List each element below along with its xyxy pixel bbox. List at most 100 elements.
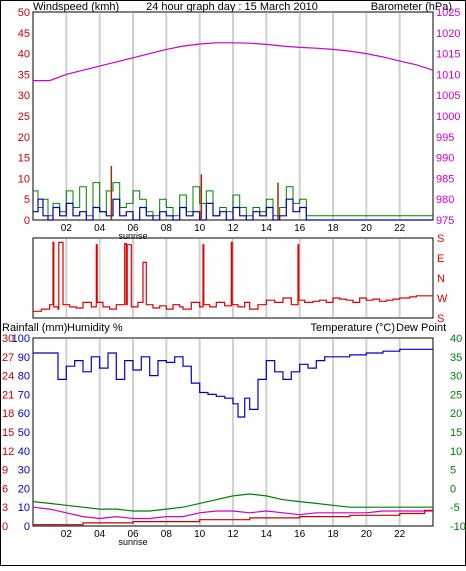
temp-tick-0: 0 bbox=[450, 483, 456, 495]
x-tick-bottom-10: 10 bbox=[194, 529, 206, 540]
x-tick-top-20: 20 bbox=[361, 223, 373, 234]
temp-tick-15: 15 bbox=[450, 427, 462, 439]
humidity-tick-40: 40 bbox=[18, 446, 30, 458]
x-tick-top-04: 04 bbox=[94, 223, 106, 234]
x-tick-bottom-22: 22 bbox=[394, 529, 406, 540]
wind-tick-15: 15 bbox=[18, 153, 30, 165]
x-tick-bottom-08: 08 bbox=[161, 529, 173, 540]
windspeed-series bbox=[33, 198, 433, 221]
wind-tick-50: 50 bbox=[18, 7, 30, 19]
baro-tick-995: 995 bbox=[436, 132, 454, 144]
dew-point-series bbox=[32, 506, 433, 520]
rain-tick-6: 6 bbox=[2, 483, 8, 495]
baro-tick-980: 980 bbox=[436, 194, 454, 206]
humidity-axis-label: Humidity % bbox=[67, 322, 123, 334]
x-tick-bottom-12: 12 bbox=[227, 529, 239, 540]
x-tick-bottom-06: 06 bbox=[127, 529, 139, 540]
grid-layer bbox=[65, 13, 401, 525]
humidity-tick-100: 100 bbox=[12, 333, 30, 345]
wind-tick-45: 45 bbox=[18, 28, 30, 40]
x-tick-bottom-02: 02 bbox=[61, 529, 73, 540]
wind-tick-40: 40 bbox=[18, 49, 30, 61]
x-tick-top-08: 08 bbox=[161, 223, 173, 234]
x-tick-top-06: 06 bbox=[127, 223, 139, 234]
x-tick-bottom-18: 18 bbox=[327, 529, 339, 540]
barometer-series bbox=[33, 42, 434, 82]
direction-tick-4: S bbox=[437, 313, 444, 325]
rain-tick-3: 3 bbox=[2, 502, 8, 514]
rain-tick-30: 30 bbox=[2, 333, 14, 345]
sunrise-label-bottom: sunrise bbox=[118, 537, 147, 547]
humidity-tick-90: 90 bbox=[18, 352, 30, 364]
temp-tick-30: 30 bbox=[450, 371, 462, 383]
humidity-series bbox=[33, 348, 433, 418]
humidity-tick-20: 20 bbox=[18, 483, 30, 495]
tick-layer: 0202040406060808101012121414161618182020… bbox=[2, 7, 466, 547]
humidity-tick-80: 80 bbox=[18, 371, 30, 383]
barometer-axis-label: Barometer (hPa) bbox=[371, 1, 452, 13]
rain-tick-15: 15 bbox=[2, 427, 14, 439]
rain-tick-0: 0 bbox=[2, 521, 8, 533]
temp-tick-40: 40 bbox=[450, 333, 462, 345]
x-tick-top-14: 14 bbox=[261, 223, 273, 234]
x-tick-bottom-04: 04 bbox=[94, 529, 106, 540]
rain-tick-9: 9 bbox=[2, 465, 8, 477]
wind-tick-35: 35 bbox=[18, 69, 30, 81]
page-title: 24 hour graph day : 15 March 2010 bbox=[146, 1, 318, 13]
temp-tick-35: 35 bbox=[450, 352, 462, 364]
humidity-tick-0: 0 bbox=[24, 521, 30, 533]
humidity-tick-10: 10 bbox=[18, 502, 30, 514]
direction-tick-3: W bbox=[437, 293, 448, 305]
rain-tick-24: 24 bbox=[2, 371, 14, 383]
baro-tick-975: 975 bbox=[436, 215, 454, 227]
baro-tick-990: 990 bbox=[436, 153, 454, 165]
rain-tick-18: 18 bbox=[2, 408, 14, 420]
direction-panel-frame bbox=[32, 237, 434, 319]
temperature-series bbox=[32, 493, 433, 512]
temp-tick--5: -5 bbox=[450, 502, 460, 514]
wind-tick-20: 20 bbox=[18, 132, 30, 144]
x-tick-top-02: 02 bbox=[61, 223, 73, 234]
temperature-axis-label: Temperature (°C) bbox=[311, 322, 395, 334]
humidity-tick-30: 30 bbox=[18, 465, 30, 477]
x-tick-bottom-16: 16 bbox=[294, 529, 306, 540]
humidity-tick-50: 50 bbox=[18, 427, 30, 439]
rain-total-series bbox=[33, 509, 433, 526]
wind-tick-10: 10 bbox=[18, 173, 30, 185]
x-tick-bottom-20: 20 bbox=[361, 529, 373, 540]
temp-tick-5: 5 bbox=[450, 465, 456, 477]
wind-tick-30: 30 bbox=[18, 90, 30, 102]
baro-tick-1010: 1010 bbox=[436, 69, 460, 81]
series-layer bbox=[32, 42, 434, 526]
rain-tick-12: 12 bbox=[2, 446, 14, 458]
sunrise-label-top: sunrise bbox=[118, 231, 147, 241]
wind-gust-series bbox=[33, 182, 433, 217]
direction-tick-1: E bbox=[437, 253, 444, 265]
temp-tick-25: 25 bbox=[450, 389, 462, 401]
wind-tick-25: 25 bbox=[18, 111, 30, 123]
wind-tick-0: 0 bbox=[24, 215, 30, 227]
baro-tick-985: 985 bbox=[436, 173, 454, 185]
x-tick-top-10: 10 bbox=[194, 223, 206, 234]
dewpoint-axis-label: Dew Point bbox=[396, 322, 446, 334]
baro-tick-1020: 1020 bbox=[436, 28, 460, 40]
baro-tick-1015: 1015 bbox=[436, 49, 460, 61]
baro-tick-1025: 1025 bbox=[436, 7, 460, 19]
rain-tick-21: 21 bbox=[2, 389, 14, 401]
humidity-tick-60: 60 bbox=[18, 408, 30, 420]
rain-tick-27: 27 bbox=[2, 352, 14, 364]
wind-tick-5: 5 bbox=[24, 194, 30, 206]
x-tick-top-22: 22 bbox=[394, 223, 406, 234]
rainfall-axis-label: Rainfall (mm) bbox=[2, 322, 67, 334]
x-tick-top-16: 16 bbox=[294, 223, 306, 234]
baro-tick-1000: 1000 bbox=[436, 111, 460, 123]
wind-direction-series bbox=[33, 241, 433, 312]
x-tick-top-12: 12 bbox=[227, 223, 239, 234]
windspeed-axis-label: Windspeed (kmh) bbox=[33, 1, 119, 13]
direction-tick-2: N bbox=[437, 273, 445, 285]
direction-tick-0: S bbox=[437, 233, 444, 245]
x-tick-bottom-14: 14 bbox=[261, 529, 273, 540]
temp-tick-20: 20 bbox=[450, 408, 462, 420]
